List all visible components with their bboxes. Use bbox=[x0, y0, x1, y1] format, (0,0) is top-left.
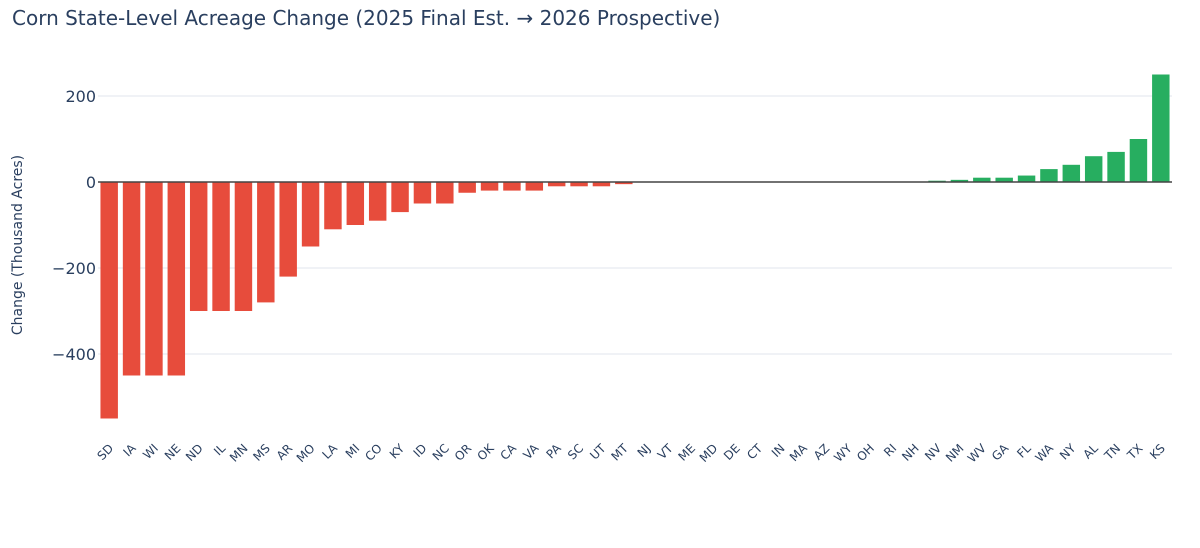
x-tick-label: GA bbox=[989, 441, 1012, 464]
bar-tx bbox=[1129, 139, 1148, 182]
bar-ok bbox=[480, 182, 499, 191]
bar-al bbox=[1084, 156, 1103, 182]
x-tick-label: KS bbox=[1147, 441, 1168, 462]
bars bbox=[100, 74, 1170, 419]
y-tick-labels: 200 0 −200 −400 bbox=[52, 87, 96, 364]
bar-mo bbox=[301, 182, 320, 247]
grid-lines bbox=[98, 95, 1172, 355]
x-tick-label: WY bbox=[831, 441, 855, 465]
y-tick-label: −200 bbox=[52, 259, 96, 278]
bar-sc bbox=[570, 182, 588, 187]
bar-ut bbox=[592, 182, 611, 187]
bar-nm bbox=[950, 179, 969, 182]
bar-id bbox=[413, 182, 432, 204]
x-tick-label: WA bbox=[1032, 441, 1056, 465]
bar-mt bbox=[615, 182, 633, 185]
x-tick-label: NY bbox=[1057, 441, 1079, 463]
x-tick-label: AR bbox=[274, 441, 296, 463]
bar-sd bbox=[100, 182, 118, 419]
bar-ne bbox=[167, 182, 186, 376]
x-tick-label: MT bbox=[609, 441, 632, 464]
x-tick-label: AZ bbox=[811, 441, 833, 463]
bar-mn bbox=[234, 182, 253, 311]
x-tick-label: MI bbox=[343, 441, 363, 461]
bar-or bbox=[458, 182, 476, 193]
bar-ca bbox=[503, 182, 521, 191]
bar-co bbox=[368, 182, 387, 221]
bar-wv bbox=[973, 177, 991, 182]
y-tick-label: 200 bbox=[65, 87, 96, 106]
x-tick-label: VA bbox=[520, 441, 542, 463]
x-tick-label: NC bbox=[430, 441, 452, 463]
bar-mi bbox=[346, 182, 365, 225]
x-tick-label: PA bbox=[544, 441, 565, 462]
x-tick-label: TN bbox=[1101, 441, 1123, 463]
y-tick-label: −400 bbox=[52, 345, 96, 364]
x-tick-label: NH bbox=[899, 441, 922, 464]
x-tick-label: ME bbox=[675, 441, 698, 464]
x-tick-label: OH bbox=[854, 441, 877, 464]
x-tick-label: LA bbox=[319, 441, 340, 462]
bar-va bbox=[525, 182, 544, 191]
bar-ga bbox=[995, 177, 1013, 182]
x-tick-label: KY bbox=[387, 441, 408, 462]
x-tick-label: SC bbox=[565, 441, 586, 462]
x-tick-label: DE bbox=[721, 441, 743, 463]
bar-ms bbox=[257, 182, 275, 303]
x-tick-label: MD bbox=[697, 441, 721, 465]
x-tick-label: TX bbox=[1124, 441, 1146, 463]
bar-ar bbox=[279, 182, 297, 277]
bar-nd bbox=[189, 182, 208, 311]
bar-wi bbox=[145, 182, 163, 376]
x-tick-label: NV bbox=[922, 441, 945, 464]
chart-title: Corn State-Level Acreage Change (2025 Fi… bbox=[12, 6, 721, 30]
x-tick-label: SD bbox=[94, 441, 116, 463]
x-tick-label: CO bbox=[362, 441, 385, 464]
x-tick-label: IL bbox=[211, 441, 228, 458]
x-tick-label: ID bbox=[411, 441, 430, 460]
bar-il bbox=[212, 182, 230, 311]
x-tick-label: OR bbox=[452, 441, 474, 463]
x-tick-label: VT bbox=[655, 441, 676, 462]
x-tick-label: NM bbox=[943, 441, 967, 465]
y-tick-label: 0 bbox=[86, 173, 96, 192]
x-tick-label: WI bbox=[140, 441, 161, 462]
x-tick-label: IA bbox=[120, 441, 139, 460]
x-tick-label: MO bbox=[294, 441, 318, 465]
bar-wa bbox=[1040, 169, 1058, 182]
x-tick-label: NJ bbox=[635, 441, 654, 460]
x-tick-label: CT bbox=[744, 441, 765, 462]
x-tick-label: MA bbox=[787, 441, 811, 465]
bar-nc bbox=[436, 182, 454, 204]
x-tick-label: MN bbox=[227, 441, 251, 465]
x-tick-label: CA bbox=[497, 441, 519, 463]
bar-ny bbox=[1062, 164, 1081, 182]
x-tick-label: NE bbox=[162, 441, 184, 463]
bar-pa bbox=[547, 182, 566, 187]
bar-ky bbox=[391, 182, 409, 213]
x-tick-label: ND bbox=[183, 441, 206, 464]
x-tick-label: AL bbox=[1080, 441, 1101, 462]
bar-ks bbox=[1152, 74, 1170, 182]
bar-fl bbox=[1017, 175, 1036, 182]
x-tick-label: IN bbox=[769, 441, 788, 460]
bar-ia bbox=[122, 182, 141, 376]
x-tick-label: FL bbox=[1014, 441, 1034, 461]
x-tick-label: RI bbox=[881, 441, 899, 459]
x-tick-label: UT bbox=[587, 441, 609, 463]
bar-tn bbox=[1107, 151, 1125, 182]
x-tick-label: OK bbox=[475, 440, 498, 463]
x-tick-label: MS bbox=[250, 441, 273, 464]
bar-la bbox=[324, 182, 342, 230]
x-tick-label: WV bbox=[965, 441, 990, 466]
